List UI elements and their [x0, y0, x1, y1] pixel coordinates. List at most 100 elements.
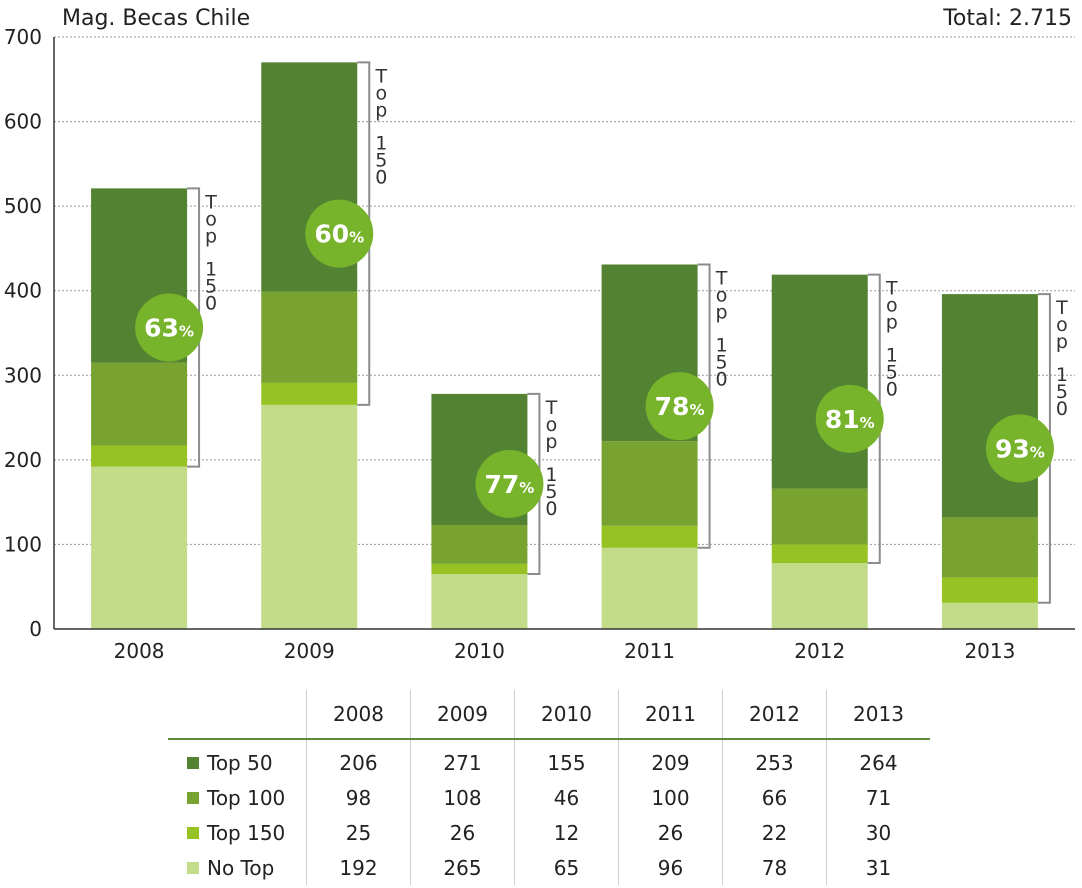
table-cell: 253 [722, 739, 827, 780]
table-header-year: 2009 [410, 690, 515, 740]
bracket-label-char: 1 [716, 334, 728, 356]
bar-segment-no-top [91, 466, 188, 629]
percent-badge [475, 449, 544, 518]
legend-swatch [187, 756, 199, 769]
table-header-year: 2012 [722, 690, 827, 740]
percent-badge-label: 60% [314, 220, 364, 249]
x-tick-label: 2009 [284, 639, 335, 663]
bracket-label-char: 0 [716, 368, 728, 390]
table-cell: 192 [306, 850, 411, 885]
bar-segment-top-50 [771, 274, 868, 489]
y-tick-label: 600 [4, 110, 42, 134]
table-cell: 26 [410, 815, 515, 850]
x-tick-label: 2011 [624, 639, 675, 663]
bracket-label-char: 1 [1056, 364, 1068, 386]
bracket-label-char: T [374, 65, 387, 87]
y-tick-label: 300 [4, 363, 42, 387]
y-tick-label: 200 [4, 448, 42, 472]
bar-segment-top-100 [91, 362, 188, 446]
y-tick-label: 700 [4, 25, 42, 49]
bar-segment-top-150 [91, 445, 188, 467]
bracket-label-char: 1 [375, 132, 387, 154]
bracket-label-char: 1 [545, 464, 557, 486]
bracket-label-char: 0 [1056, 398, 1068, 420]
y-tick-label: 500 [4, 194, 42, 218]
table-cell: 46 [514, 780, 619, 815]
percent-badge-label: 93% [995, 434, 1045, 463]
x-tick-label: 2010 [454, 639, 505, 663]
y-tick-label: 100 [4, 532, 42, 556]
table-body: Top 50 206 271 155 209 253 264 Top 100 98 108 46 10… [168, 739, 930, 885]
bar-segment-no-top [261, 404, 358, 629]
percent-badge [305, 199, 374, 268]
bracket-label-char: 0 [886, 379, 898, 401]
y-tick-label: 400 [4, 279, 42, 303]
bar-segment-no-top [941, 602, 1038, 629]
table-row: No Top 192 265 65 96 78 31 [168, 850, 930, 885]
bar-segment-top-150 [941, 577, 1038, 603]
table-row: Top 100 98 108 46 100 66 71 [168, 780, 930, 815]
percent-badge [985, 414, 1054, 483]
table-header-year: 2008 [306, 690, 411, 740]
bracket-label-char: o [716, 284, 728, 306]
bar-segment-top-150 [771, 544, 868, 564]
x-tick-label: 2008 [114, 639, 165, 663]
table-cell: 65 [514, 850, 619, 885]
bar-segment-top-150 [261, 382, 358, 405]
percent-badge-label: 77% [485, 470, 535, 499]
bar-segment-top-50 [941, 294, 1038, 518]
table-cell: 96 [618, 850, 723, 885]
bracket-label-char: o [546, 414, 558, 436]
bracket-label-char: T [1055, 297, 1068, 319]
bar-segment-no-top [771, 563, 868, 629]
table-cell: 206 [306, 739, 411, 780]
percent-badge [135, 293, 204, 362]
legend-label: No Top [207, 855, 275, 880]
bar-segment-top-100 [431, 524, 528, 564]
table-row-label: Top 100 [168, 780, 307, 815]
bracket-label-char: T [545, 397, 558, 419]
bracket-label-char: p [545, 431, 557, 453]
table-cell: 66 [722, 780, 827, 815]
table-cell: 98 [306, 780, 411, 815]
table-header-year: 2010 [514, 690, 619, 740]
bracket-label-char: p [716, 301, 728, 323]
bar-segment-top-100 [601, 441, 698, 526]
table-cell: 271 [410, 739, 515, 780]
legend-swatch [187, 861, 199, 874]
table-cell: 78 [722, 850, 827, 885]
y-tick-label: 0 [29, 617, 42, 641]
bracket-label-char: 0 [545, 498, 557, 520]
table-row-label: No Top [168, 850, 307, 885]
bracket-label-char: o [375, 82, 387, 104]
x-tick-label: 2013 [964, 639, 1015, 663]
bracket-label-char: p [886, 312, 898, 334]
table-cell: 209 [618, 739, 723, 780]
bracket-label-char: p [205, 225, 217, 247]
bracket-label-char: 0 [205, 292, 217, 314]
chart-title: Mag. Becas Chile [62, 6, 251, 31]
bar-segment-no-top [601, 547, 698, 629]
table-row-label: Top 150 [168, 815, 307, 850]
table-row-label: Top 50 [168, 739, 307, 780]
bracket-label-char: 5 [545, 481, 557, 503]
percent-badge-label: 81% [825, 405, 875, 434]
bracket-label-char: T [885, 278, 898, 300]
table-cell: 265 [410, 850, 515, 885]
legend-swatch [187, 791, 199, 804]
bar-segment-top-100 [941, 517, 1038, 578]
bracket-label-char: p [375, 99, 387, 121]
bracket-label-char: T [204, 191, 217, 213]
table-header-blank [168, 690, 307, 740]
bracket-label-char: 1 [886, 345, 898, 367]
table-header-row: 2008 2009 2010 2011 2012 2013 [168, 690, 930, 740]
legend-label: Top 100 [207, 785, 286, 810]
bar-segment-top-100 [261, 291, 358, 383]
percent-badge-label: 63% [144, 314, 194, 343]
legend-label: Top 150 [207, 820, 286, 845]
stacked-bar-chart: 0100200300400500600700Top15063%2008Top15… [4, 25, 1075, 663]
table-cell: 264 [826, 739, 930, 780]
bracket-label-char: T [715, 267, 728, 289]
bar-segment-top-150 [431, 563, 528, 575]
legend-label: Top 50 [207, 750, 273, 775]
